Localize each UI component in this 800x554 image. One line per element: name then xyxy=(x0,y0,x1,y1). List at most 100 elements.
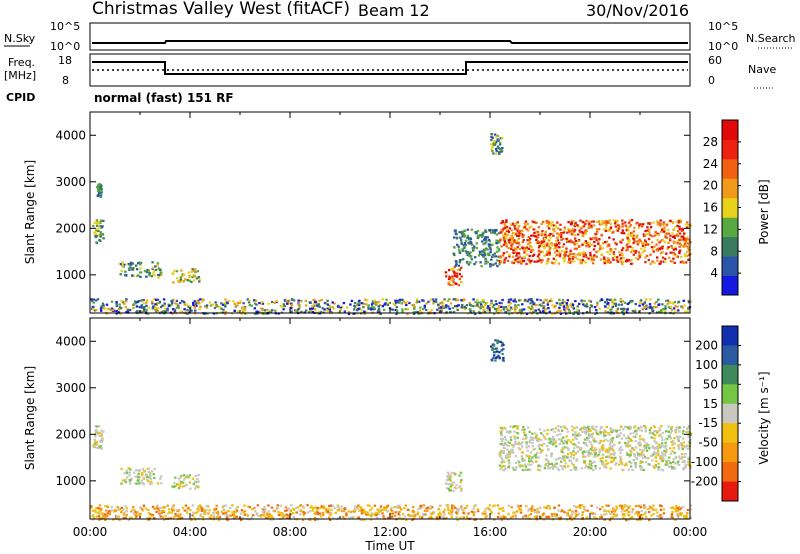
data-cell xyxy=(583,507,586,510)
data-cell xyxy=(452,504,456,508)
data-cell xyxy=(505,219,508,222)
data-cell xyxy=(139,275,142,278)
data-cell xyxy=(482,231,485,234)
data-cell xyxy=(573,443,576,446)
data-cell xyxy=(463,308,467,311)
data-cell xyxy=(560,438,563,441)
data-cell xyxy=(619,504,622,507)
data-cell xyxy=(647,511,651,514)
data-cell xyxy=(171,301,174,304)
data-cell xyxy=(102,219,105,222)
data-cell xyxy=(628,241,631,244)
data-cell xyxy=(447,281,451,284)
data-cell xyxy=(620,249,624,252)
data-cell xyxy=(377,510,381,513)
data-cell xyxy=(448,478,451,481)
data-cell xyxy=(446,483,449,486)
data-cell xyxy=(453,274,457,277)
data-cell xyxy=(543,467,547,470)
data-cell xyxy=(587,257,590,260)
data-cell xyxy=(97,189,100,192)
data-cell xyxy=(687,440,691,443)
data-cell xyxy=(605,240,609,243)
data-cell xyxy=(102,307,105,310)
data-cell xyxy=(675,426,678,429)
data-cell xyxy=(501,220,504,223)
data-cell xyxy=(624,441,627,445)
data-cell xyxy=(546,225,549,228)
data-cell xyxy=(620,307,623,311)
data-cell xyxy=(542,310,545,313)
data-cell xyxy=(482,238,486,241)
data-cell xyxy=(627,453,630,456)
data-cell xyxy=(585,245,588,248)
data-cell xyxy=(287,302,290,305)
data-cell xyxy=(512,451,515,454)
data-cell xyxy=(583,299,586,302)
data-cell xyxy=(527,242,530,245)
data-cell xyxy=(555,514,559,517)
data-cell xyxy=(645,307,648,310)
data-cell xyxy=(572,256,575,259)
data-cell xyxy=(548,463,551,466)
data-cell xyxy=(125,507,129,510)
data-cell xyxy=(509,298,513,301)
data-cell xyxy=(99,222,102,225)
colorbar-tick-label: 8 xyxy=(710,244,718,258)
data-cell xyxy=(558,442,561,446)
data-cell xyxy=(516,427,519,430)
data-cell xyxy=(137,469,141,472)
data-cell xyxy=(539,243,542,246)
data-cell xyxy=(131,508,135,511)
data-cell xyxy=(451,504,454,507)
data-cell xyxy=(619,458,623,461)
data-cell xyxy=(500,245,503,248)
data-cell xyxy=(466,517,469,520)
data-cell xyxy=(315,302,318,305)
data-cell xyxy=(657,462,660,465)
data-cell xyxy=(679,221,683,224)
data-cell xyxy=(590,226,593,229)
data-cell xyxy=(687,307,690,310)
data-cell xyxy=(669,260,673,263)
data-cell xyxy=(102,237,105,240)
data-cell xyxy=(457,248,461,251)
data-cell xyxy=(537,233,540,236)
data-cell xyxy=(569,440,573,443)
data-cell xyxy=(484,259,488,262)
data-cell xyxy=(618,463,621,466)
data-cell xyxy=(612,258,615,261)
data-cell xyxy=(517,241,520,245)
data-cell xyxy=(660,505,663,508)
data-cell xyxy=(584,240,588,243)
data-cell xyxy=(577,245,581,248)
data-cell xyxy=(210,514,213,517)
data-cell xyxy=(538,447,542,450)
data-cell xyxy=(490,301,494,304)
data-cell xyxy=(634,425,637,428)
data-cell xyxy=(658,434,661,437)
data-cell xyxy=(494,300,498,303)
data-cell xyxy=(246,298,249,301)
data-cell xyxy=(561,509,564,512)
data-cell xyxy=(601,456,605,459)
data-cell xyxy=(583,426,586,429)
data-cell xyxy=(606,449,610,452)
data-cell xyxy=(565,237,568,240)
data-cell xyxy=(452,481,456,484)
data-cell xyxy=(639,299,643,302)
data-cell xyxy=(99,231,103,234)
data-cell xyxy=(173,509,176,512)
data-cell xyxy=(479,303,483,306)
data-cell xyxy=(412,513,415,517)
data-cell xyxy=(422,514,425,517)
data-cell xyxy=(104,307,107,310)
data-cell xyxy=(641,223,645,226)
data-cell xyxy=(619,446,623,449)
data-cell xyxy=(493,139,496,143)
data-cell xyxy=(100,447,103,450)
data-cell xyxy=(370,306,374,309)
data-cell xyxy=(426,509,429,512)
data-cell xyxy=(661,439,664,442)
data-cell xyxy=(241,308,244,311)
